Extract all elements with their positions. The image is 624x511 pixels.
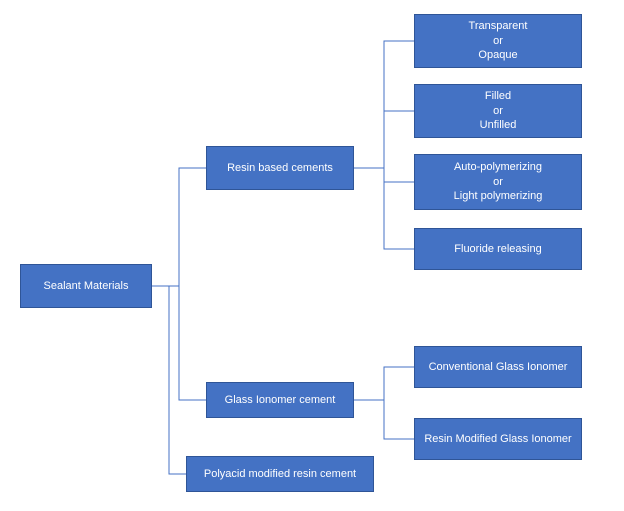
- node-line: or: [493, 175, 503, 190]
- node-label: Polyacid modified resin cement: [204, 467, 356, 482]
- node-label: Sealant Materials: [44, 279, 129, 294]
- node-fluoride-releasing: Fluoride releasing: [414, 228, 582, 270]
- node-line: Unfilled: [480, 118, 517, 133]
- node-resin-modified-glass-ionomer: Resin Modified Glass Ionomer: [414, 418, 582, 460]
- node-line: Filled: [485, 89, 511, 104]
- node-resin-based-cements: Resin based cements: [206, 146, 354, 190]
- node-label: Resin based cements: [227, 161, 333, 176]
- node-sealant-materials: Sealant Materials: [20, 264, 152, 308]
- node-label: Fluoride releasing: [454, 242, 541, 257]
- node-polyacid-modified-resin-cement: Polyacid modified resin cement: [186, 456, 374, 492]
- node-label: Resin Modified Glass Ionomer: [424, 432, 571, 447]
- node-line: Light polymerizing: [454, 189, 543, 204]
- node-line: or: [493, 104, 503, 119]
- node-transparent-or-opaque: Transparent or Opaque: [414, 14, 582, 68]
- node-line: Transparent: [469, 19, 528, 34]
- node-filled-or-unfilled: Filled or Unfilled: [414, 84, 582, 138]
- node-label: Glass Ionomer cement: [225, 393, 336, 408]
- node-label: Conventional Glass Ionomer: [429, 360, 568, 375]
- node-line: Auto-polymerizing: [454, 160, 542, 175]
- node-conventional-glass-ionomer: Conventional Glass Ionomer: [414, 346, 582, 388]
- node-line: Opaque: [478, 48, 517, 63]
- node-auto-or-light-polymerizing: Auto-polymerizing or Light polymerizing: [414, 154, 582, 210]
- node-line: or: [493, 34, 503, 49]
- node-glass-ionomer-cement: Glass Ionomer cement: [206, 382, 354, 418]
